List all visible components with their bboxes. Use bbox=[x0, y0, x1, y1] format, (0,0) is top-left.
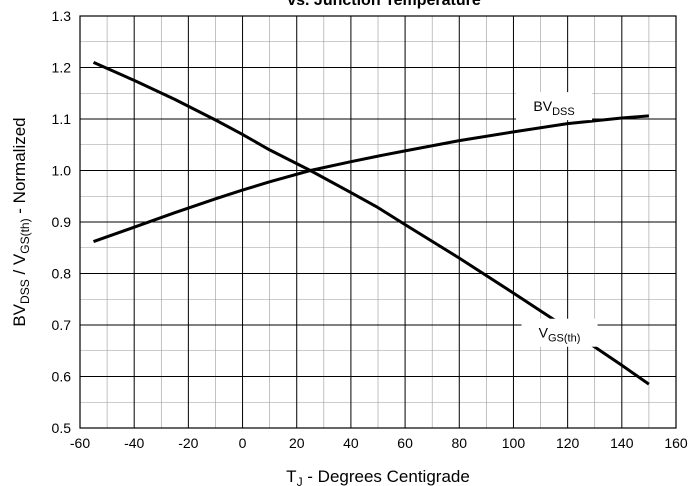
series-label-background bbox=[521, 318, 598, 347]
x-tick-label: 40 bbox=[343, 435, 359, 451]
x-tick-label: 160 bbox=[664, 435, 688, 451]
series-label: BVDSS bbox=[533, 98, 574, 118]
series-label-main: V bbox=[539, 325, 549, 341]
y-tick-label: 0.9 bbox=[52, 214, 72, 230]
series-lines bbox=[92, 61, 650, 386]
chart-title: vs. Junction Temperature bbox=[287, 0, 481, 9]
plot-frame bbox=[79, 15, 677, 429]
x-axis-ticks: -60 -40 -20 0 20 40 60 80 100 120 140 160 bbox=[70, 435, 688, 451]
x-tick-label: 20 bbox=[289, 435, 305, 451]
series-label-background bbox=[516, 92, 593, 121]
y-tick-label: 1.1 bbox=[52, 111, 72, 127]
y-tick-label: 1.0 bbox=[52, 163, 72, 179]
minor-grid bbox=[80, 16, 676, 428]
y-axis-label: BVDSS / VGS(th) - Normalized bbox=[10, 117, 32, 326]
x-axis-label-main: T bbox=[286, 467, 296, 486]
y-axis-label-sub: DSS bbox=[18, 279, 32, 304]
y-tick-label: 0.6 bbox=[52, 369, 72, 385]
x-axis-label: TJ - Degrees Centigrade bbox=[286, 467, 470, 486]
x-tick-label: -20 bbox=[178, 435, 198, 451]
y-axis-label-part: / V bbox=[10, 253, 29, 279]
x-tick-label: -40 bbox=[124, 435, 144, 451]
y-tick-label: 0.7 bbox=[52, 317, 72, 333]
x-axis-label-suffix: - Degrees Centigrade bbox=[303, 467, 470, 486]
y-tick-label: 0.8 bbox=[52, 266, 72, 282]
y-axis-ticks: 0.5 0.6 0.7 0.8 0.9 1.0 1.1 1.2 1.3 bbox=[52, 8, 72, 436]
y-axis-label-part: BV bbox=[10, 303, 29, 326]
x-tick-label: 100 bbox=[502, 435, 526, 451]
y-tick-label: 1.2 bbox=[52, 60, 72, 76]
y-tick-label: 0.5 bbox=[52, 420, 72, 436]
series-label-sub: DSS bbox=[552, 106, 575, 118]
x-tick-label: 0 bbox=[239, 435, 247, 451]
series-label-sub: GS(th) bbox=[548, 333, 580, 345]
series-line bbox=[92, 114, 650, 244]
x-tick-label: 60 bbox=[397, 435, 413, 451]
x-axis-label-sub: J bbox=[297, 475, 303, 486]
x-tick-label: 140 bbox=[610, 435, 634, 451]
series-label: VGS(th) bbox=[539, 325, 581, 345]
x-tick-label: 80 bbox=[451, 435, 467, 451]
x-tick-label: -60 bbox=[70, 435, 90, 451]
y-tick-label: 1.3 bbox=[52, 8, 72, 24]
series-line bbox=[92, 61, 650, 386]
x-tick-label: 120 bbox=[556, 435, 580, 451]
series-label-main: BV bbox=[533, 98, 552, 114]
y-axis-label-part: - Normalized bbox=[10, 117, 29, 218]
series-labels: BVDSS VGS(th) bbox=[516, 92, 598, 347]
y-axis-label-sub: GS(th) bbox=[18, 218, 32, 253]
